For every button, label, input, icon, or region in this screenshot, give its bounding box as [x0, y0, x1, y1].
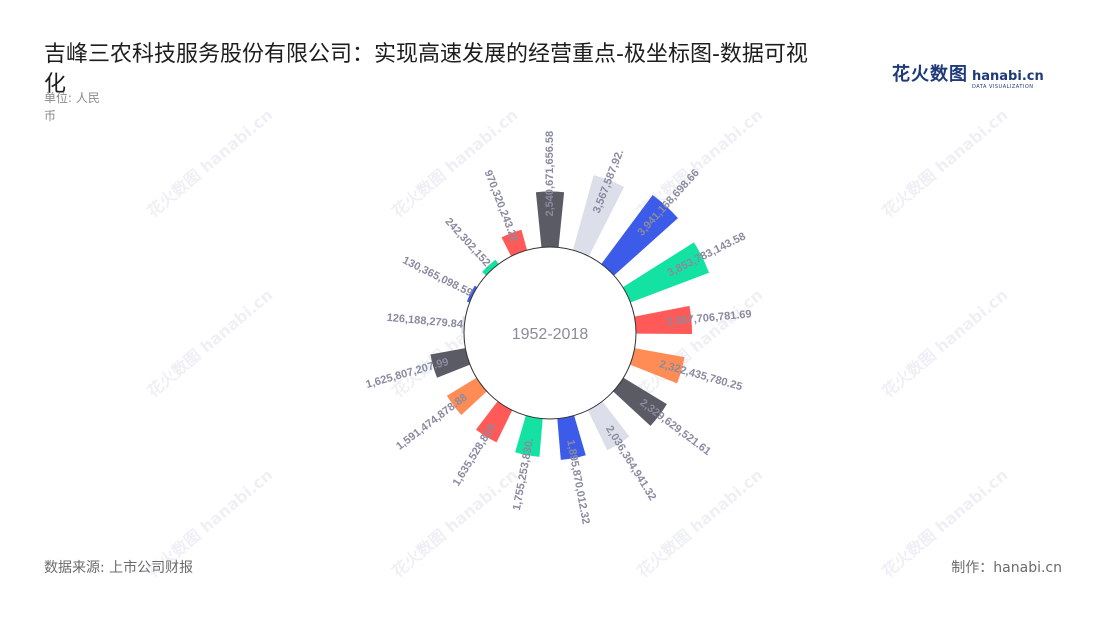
bar-10: [515, 415, 543, 457]
chart-title: 吉峰三农科技服务股份有限公司：实现高速发展的经营重点-极坐标图-数据可视化: [44, 42, 808, 97]
logo-text-sub: DATA VISUALIZATION: [972, 84, 1034, 90]
value-label-11: 1,635,528,810.: [451, 420, 500, 489]
bar-16: [482, 259, 499, 276]
bar-15: [466, 285, 478, 303]
unit-label: 单位: 人民币: [44, 91, 100, 123]
value-label-17: 970,320,243.22: [482, 168, 521, 244]
bar-17: [501, 229, 528, 257]
bar-4: [622, 242, 710, 303]
brand-logo: 花火数图 hanabi.cn DATA VISUALIZATION: [892, 60, 1044, 90]
value-label-8: 2,036,364,941.32: [603, 424, 658, 503]
bar-1: [535, 191, 565, 248]
bar-7: [613, 377, 667, 426]
value-label-3: 3,941,168,698.66: [635, 167, 702, 238]
value-label-14: 126,188,279.84: [386, 312, 464, 331]
bar-8: [587, 401, 630, 451]
center-label: 1952-2018: [512, 326, 589, 343]
value-label-15: 130,365,098.59: [401, 254, 475, 299]
logo-text-en: hanabi.cn: [972, 69, 1044, 84]
bar-5: [634, 305, 693, 335]
value-label-10: 1,755,253,830.: [511, 437, 536, 511]
logo-en: hanabi.cn DATA VISUALIZATION: [972, 69, 1044, 91]
bar-12: [446, 377, 487, 415]
polar-bars: [430, 175, 710, 460]
bar-13: [430, 348, 471, 378]
bar-6: [629, 348, 685, 384]
bar-11: [475, 401, 513, 443]
value-label-1: 2,540,671,656.58: [544, 131, 556, 217]
logo-text-cn: 花火数图: [892, 64, 968, 85]
value-label-16: 242,302,152.: [442, 216, 494, 272]
value-label-12: 1,591,474,878.88: [394, 391, 470, 452]
center-circle: [463, 246, 637, 420]
data-source: 数据来源: 上市公司财报: [44, 560, 194, 576]
bar-3: [601, 194, 678, 276]
bar-9: [557, 415, 586, 460]
value-label-9: 1,895,870,012.32: [564, 439, 592, 525]
credit-label: 制作：hanabi.cn: [951, 560, 1062, 576]
bar-2: [572, 175, 625, 257]
value-label-7: 2,329,629,521.61: [637, 397, 713, 458]
